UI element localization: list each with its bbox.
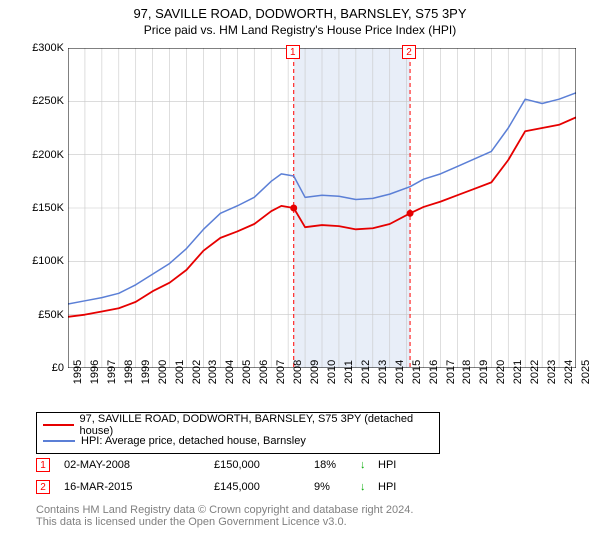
x-axis-tick-label: 2015 — [411, 360, 423, 384]
transaction-pct: 18% — [314, 459, 360, 471]
x-axis-tick-label: 2002 — [191, 360, 203, 384]
footer-line: Contains HM Land Registry data © Crown c… — [36, 504, 413, 516]
x-axis-tick-label: 2000 — [157, 360, 169, 384]
transaction-label: HPI — [378, 481, 396, 493]
footer-attribution: Contains HM Land Registry data © Crown c… — [36, 504, 413, 528]
chart-titles: 97, SAVILLE ROAD, DODWORTH, BARNSLEY, S7… — [0, 0, 600, 37]
legend-swatch — [43, 440, 75, 442]
x-axis-tick-label: 2001 — [174, 360, 186, 384]
transaction-label: HPI — [378, 459, 396, 471]
x-axis-tick-label: 2022 — [529, 360, 541, 384]
transaction-date: 02-MAY-2008 — [64, 459, 214, 471]
x-axis-tick-label: 2020 — [495, 360, 507, 384]
transaction-date: 16-MAR-2015 — [64, 481, 214, 493]
x-axis-tick-label: 2023 — [546, 360, 558, 384]
x-axis-tick-label: 2019 — [478, 360, 490, 384]
transaction-flag-icon: 1 — [36, 458, 50, 472]
x-axis-tick-label: 2008 — [292, 360, 304, 384]
table-row: 1 02-MAY-2008 £150,000 18% ↓ HPI — [36, 454, 396, 476]
x-axis-tick-label: 2006 — [258, 360, 270, 384]
x-axis-tick-label: 2005 — [241, 360, 253, 384]
x-axis-tick-label: 2004 — [224, 360, 236, 384]
legend-item: 97, SAVILLE ROAD, DODWORTH, BARNSLEY, S7… — [43, 417, 433, 433]
y-axis-tick-label: £250K — [20, 95, 64, 107]
y-axis-tick-label: £100K — [20, 255, 64, 267]
y-axis-tick-label: £200K — [20, 149, 64, 161]
chart-svg — [68, 48, 576, 368]
legend-label: 97, SAVILLE ROAD, DODWORTH, BARNSLEY, S7… — [80, 413, 433, 437]
transaction-price: £145,000 — [214, 481, 314, 493]
chart-title: 97, SAVILLE ROAD, DODWORTH, BARNSLEY, S7… — [0, 6, 600, 21]
transaction-pct: 9% — [314, 481, 360, 493]
down-arrow-icon: ↓ — [360, 459, 378, 471]
x-axis-tick-label: 2024 — [563, 360, 575, 384]
x-axis-tick-label: 2007 — [275, 360, 287, 384]
x-axis-tick-label: 2010 — [326, 360, 338, 384]
x-axis-tick-label: 2017 — [445, 360, 457, 384]
transaction-flag-icon: 2 — [36, 480, 50, 494]
x-axis-tick-label: 2025 — [580, 360, 592, 384]
x-axis-tick-label: 1995 — [72, 360, 84, 384]
legend-swatch — [43, 424, 74, 426]
legend: 97, SAVILLE ROAD, DODWORTH, BARNSLEY, S7… — [36, 412, 440, 454]
transaction-price: £150,000 — [214, 459, 314, 471]
y-axis-tick-label: £50K — [20, 309, 64, 321]
legend-label: HPI: Average price, detached house, Barn… — [81, 435, 306, 447]
x-axis-tick-label: 2013 — [377, 360, 389, 384]
down-arrow-icon: ↓ — [360, 481, 378, 493]
chart-flag-icon: 2 — [402, 45, 416, 59]
table-row: 2 16-MAR-2015 £145,000 9% ↓ HPI — [36, 476, 396, 498]
transactions-table: 1 02-MAY-2008 £150,000 18% ↓ HPI 2 16-MA… — [36, 454, 396, 498]
x-axis-tick-label: 2014 — [394, 360, 406, 384]
x-axis-tick-label: 2012 — [360, 360, 372, 384]
x-axis-tick-label: 1998 — [123, 360, 135, 384]
footer-line: This data is licensed under the Open Gov… — [36, 516, 413, 528]
x-axis-tick-label: 2018 — [461, 360, 473, 384]
x-axis-tick-label: 1997 — [106, 360, 118, 384]
x-axis-tick-label: 2003 — [207, 360, 219, 384]
y-axis-tick-label: £0 — [20, 362, 64, 374]
x-axis-tick-label: 2016 — [428, 360, 440, 384]
x-axis-tick-label: 2009 — [309, 360, 321, 384]
chart-subtitle: Price paid vs. HM Land Registry's House … — [0, 23, 600, 37]
x-axis-tick-label: 2021 — [512, 360, 524, 384]
y-axis-tick-label: £300K — [20, 42, 64, 54]
chart-area: £0£50K£100K£150K£200K£250K£300K 19951996… — [20, 48, 580, 400]
chart-flag-icon: 1 — [286, 45, 300, 59]
x-axis-tick-label: 2011 — [343, 360, 355, 384]
y-axis-tick-label: £150K — [20, 202, 64, 214]
x-axis-tick-label: 1999 — [140, 360, 152, 384]
x-axis-tick-label: 1996 — [89, 360, 101, 384]
